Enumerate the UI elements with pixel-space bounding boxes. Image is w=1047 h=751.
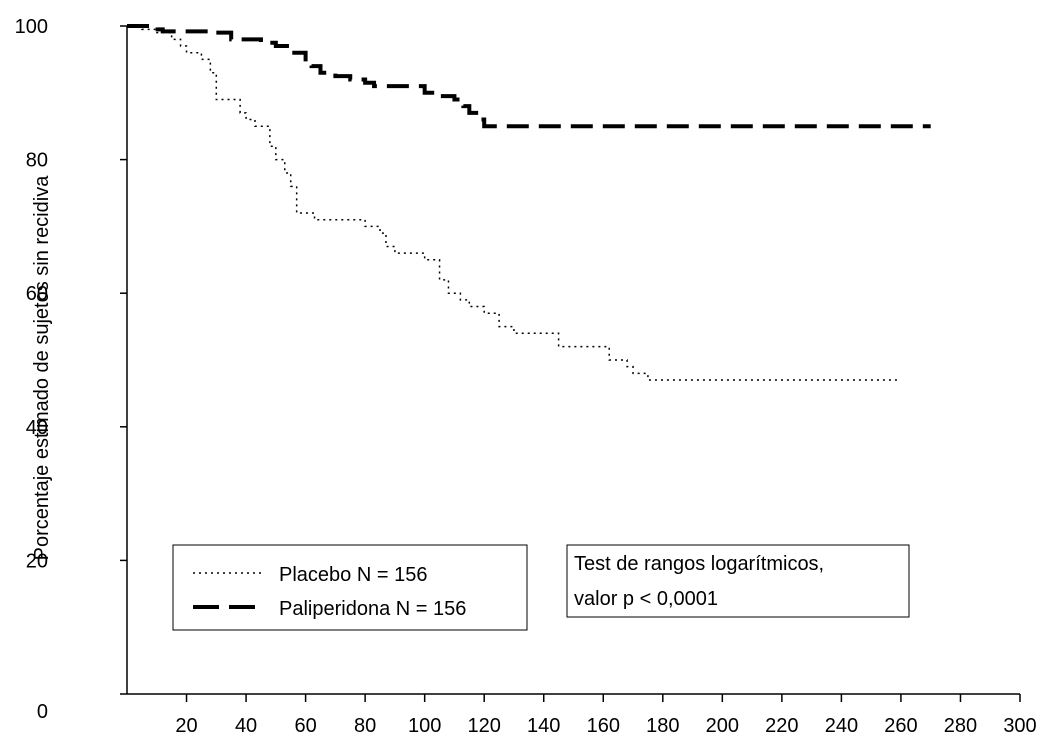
series-layer bbox=[127, 24, 931, 381]
x-tick-label: 40 bbox=[235, 715, 257, 737]
note-line-1: Test de rangos logarítmicos, bbox=[574, 553, 824, 575]
x-axis-ticks: 20 40 60 80 100 120 140 160 180 200 220 240 260 280 30… bbox=[175, 694, 1037, 737]
x-tick-label: 180 bbox=[646, 715, 679, 737]
x-tick-label: 240 bbox=[825, 715, 858, 737]
y-tick-label: 100 bbox=[15, 16, 48, 38]
y-tick-label: 0 bbox=[37, 701, 48, 723]
x-tick-label: 280 bbox=[944, 715, 977, 737]
series-line-paliperidona bbox=[127, 24, 931, 129]
y-tick-label: 60 bbox=[26, 283, 48, 305]
x-tick-label: 120 bbox=[468, 715, 501, 737]
logrank-test-note: Test de rangos logarítmicos, valor p < 0… bbox=[566, 544, 910, 618]
legend-label-paliperidona: Paliperidona N = 156 bbox=[279, 598, 466, 620]
legend: Placebo N = 156 Paliperidona N = 156 bbox=[172, 544, 528, 631]
x-tick-label: 200 bbox=[706, 715, 739, 737]
note-line-2: valor p < 0,0001 bbox=[574, 588, 718, 610]
y-tick-label: 20 bbox=[26, 550, 48, 572]
x-tick-label: 100 bbox=[408, 715, 441, 737]
note-box bbox=[566, 544, 910, 618]
y-axis-title: Porcentaje estimado de sujetos sin recid… bbox=[31, 175, 53, 561]
legend-box bbox=[172, 544, 528, 631]
series-line-placebo bbox=[127, 25, 901, 381]
x-tick-label: 300 bbox=[1003, 715, 1036, 737]
x-tick-label: 20 bbox=[175, 715, 197, 737]
x-tick-label: 140 bbox=[527, 715, 560, 737]
x-tick-label: 220 bbox=[765, 715, 798, 737]
y-tick-label: 80 bbox=[26, 150, 48, 172]
y-axis-ticks: 0 20 40 60 80 100 bbox=[15, 16, 127, 723]
legend-label-placebo: Placebo N = 156 bbox=[279, 564, 427, 586]
x-tick-label: 80 bbox=[354, 715, 376, 737]
x-tick-label: 260 bbox=[884, 715, 917, 737]
x-tick-label: 160 bbox=[587, 715, 620, 737]
x-tick-label: 60 bbox=[294, 715, 316, 737]
y-tick-label: 40 bbox=[26, 417, 48, 439]
